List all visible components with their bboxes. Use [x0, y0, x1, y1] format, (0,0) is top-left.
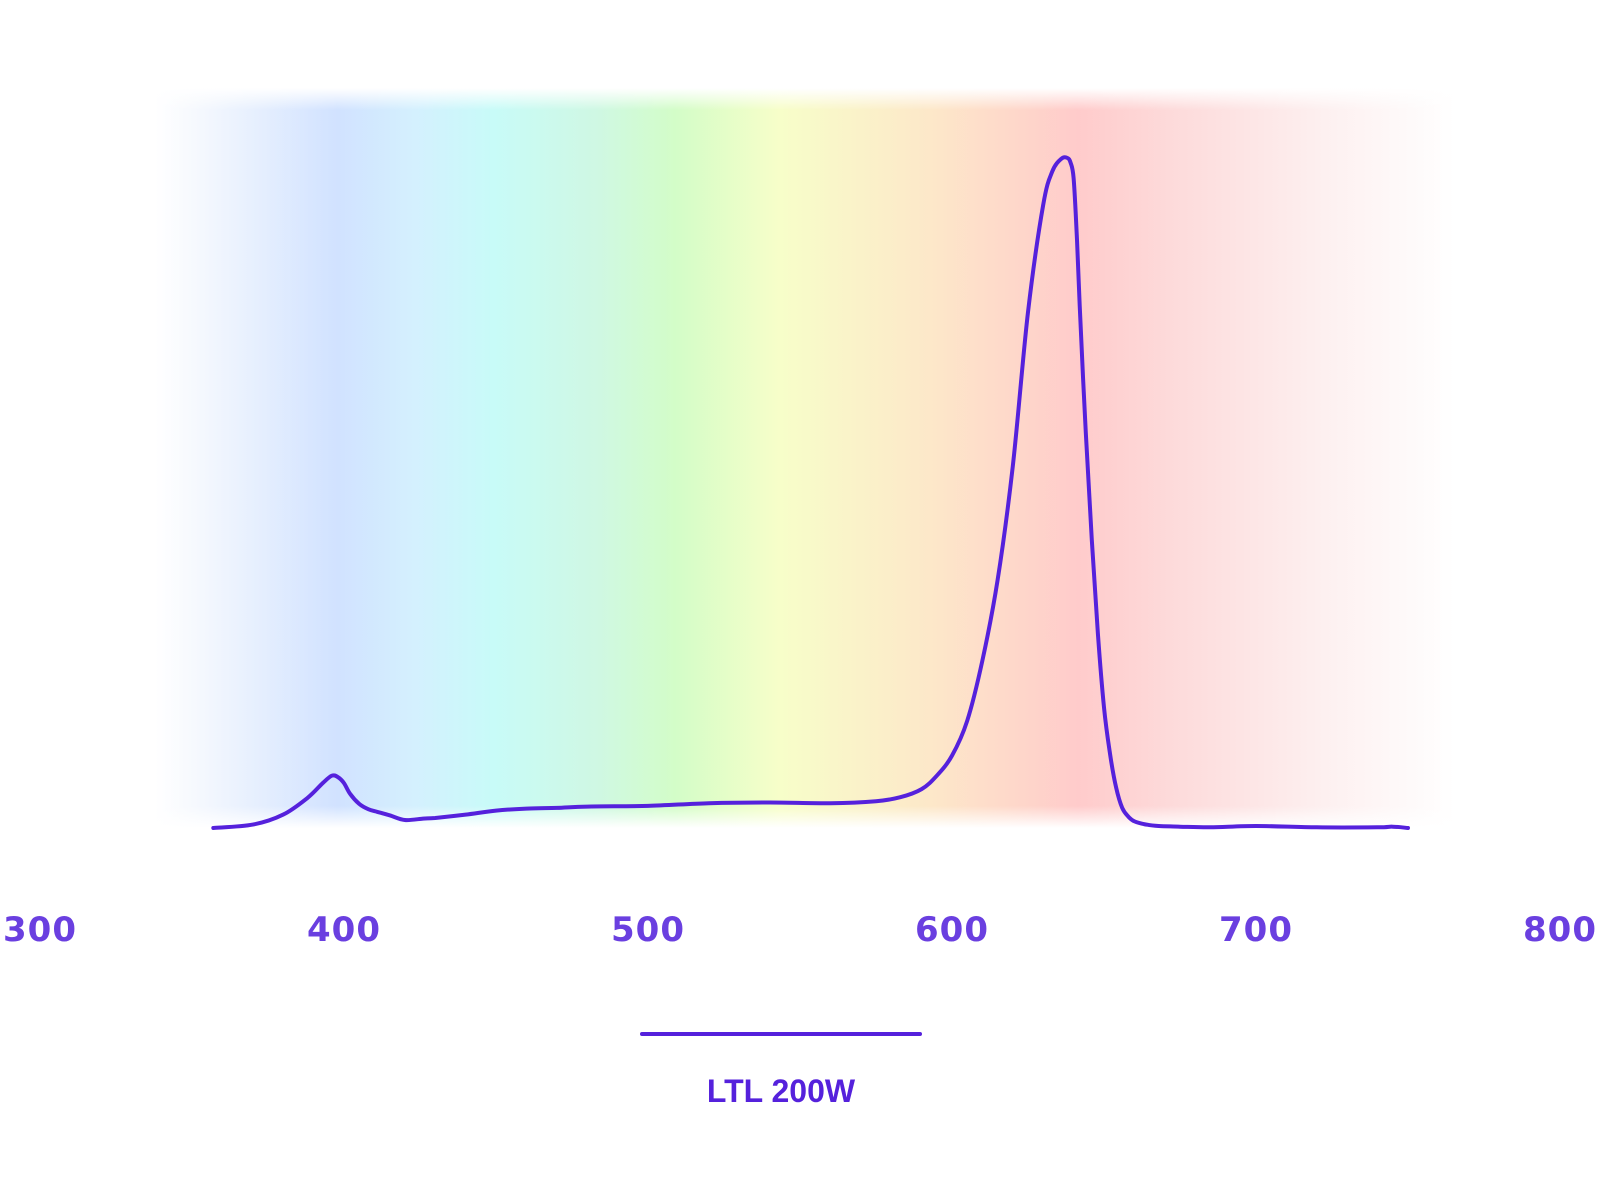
x-tick-label-300: 300 [3, 910, 77, 950]
x-tick-label-600: 600 [915, 910, 989, 950]
legend-label: LTL 200W [707, 1073, 856, 1109]
legend: LTL 200W [640, 1032, 922, 1109]
x-tick-label-500: 500 [611, 910, 685, 950]
series-line-ltl-200w [211, 155, 1410, 830]
x-tick-label-400: 400 [307, 910, 381, 950]
x-tick-label-700: 700 [1219, 910, 1293, 950]
spectrum-background-fade [155, 88, 1455, 828]
x-axis-tick-labels: 300 400 500 600 700 800 [3, 910, 1597, 950]
x-tick-label-800: 800 [1523, 910, 1597, 950]
